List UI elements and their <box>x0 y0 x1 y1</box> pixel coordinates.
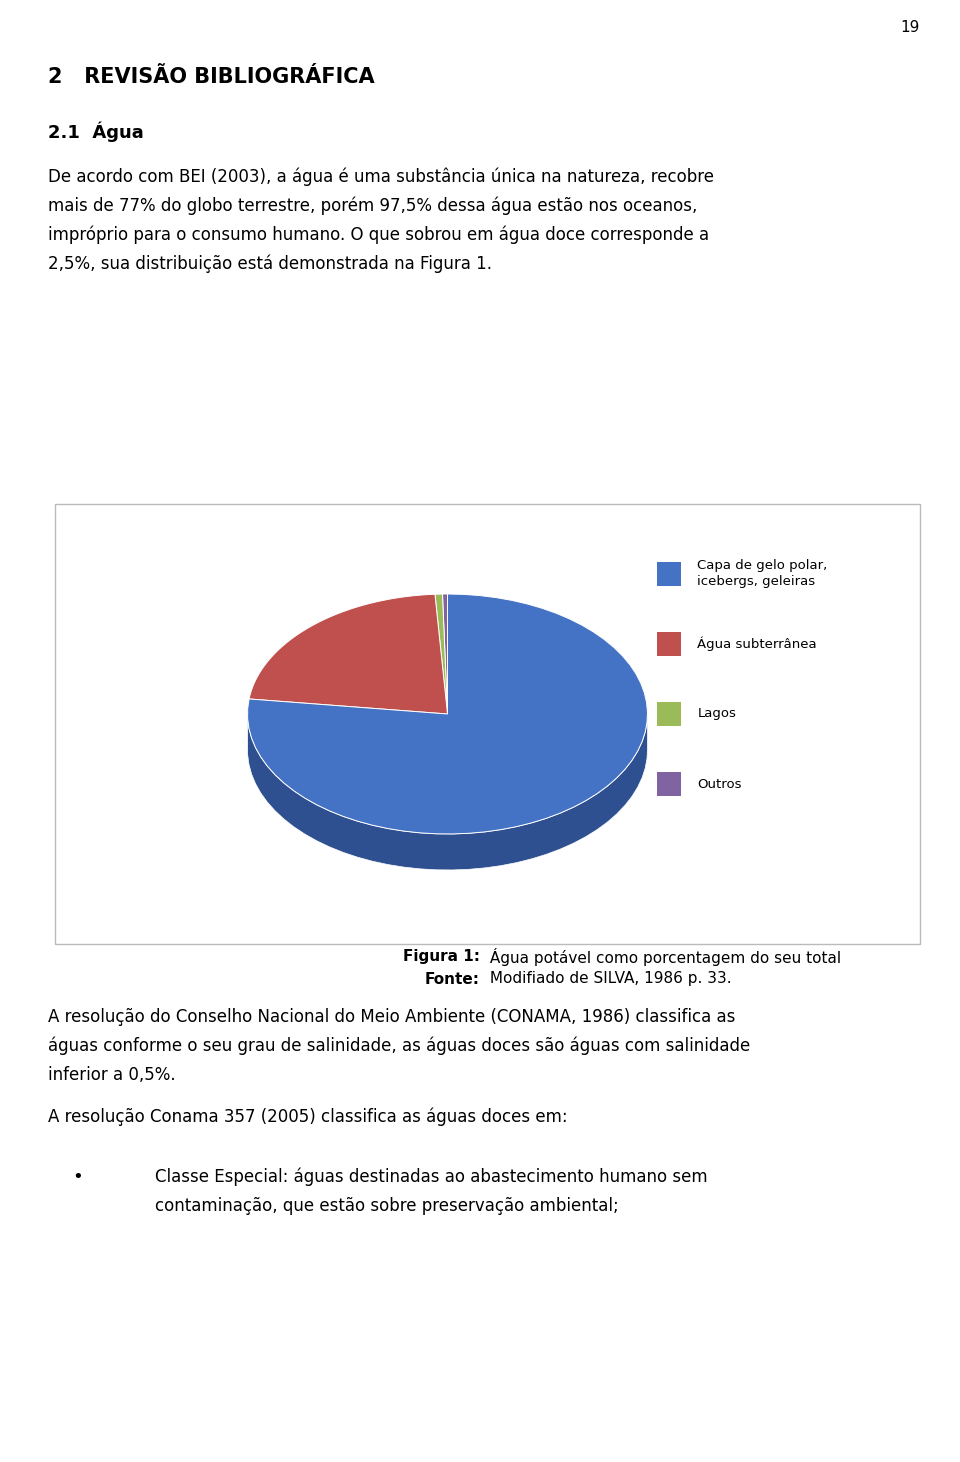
FancyBboxPatch shape <box>55 504 920 944</box>
Text: inferior a 0,5%.: inferior a 0,5%. <box>48 1066 176 1083</box>
Text: Lagos: Lagos <box>698 708 736 721</box>
Bar <box>658 772 682 795</box>
Text: Água subterrânea: Água subterrânea <box>698 637 817 651</box>
Text: Água potável como porcentagem do seu total: Água potável como porcentagem do seu tot… <box>485 947 841 966</box>
Text: •: • <box>72 1168 83 1186</box>
Text: 2.1  Água: 2.1 Água <box>48 121 144 142</box>
Text: A resolução do Conselho Nacional do Meio Ambiente (CONAMA, 1986) classifica as: A resolução do Conselho Nacional do Meio… <box>48 1007 735 1026</box>
Bar <box>658 702 682 727</box>
Text: Figura 1:: Figura 1: <box>403 949 480 965</box>
Polygon shape <box>249 594 447 713</box>
Text: 2,5%, sua distribuição está demonstrada na Figura 1.: 2,5%, sua distribuição está demonstrada … <box>48 254 492 273</box>
Polygon shape <box>435 594 447 713</box>
Text: impróprio para o consumo humano. O que sobrou em água doce corresponde a: impróprio para o consumo humano. O que s… <box>48 225 709 244</box>
Bar <box>658 561 682 586</box>
Text: 2   REVISÃO BIBLIOGRÁFICA: 2 REVISÃO BIBLIOGRÁFICA <box>48 67 374 88</box>
Text: Modifiado de SILVA, 1986 p. 33.: Modifiado de SILVA, 1986 p. 33. <box>485 972 732 987</box>
Text: contaminação, que estão sobre preservação ambiental;: contaminação, que estão sobre preservaçã… <box>155 1197 619 1215</box>
Text: 19: 19 <box>900 19 920 35</box>
Polygon shape <box>248 594 647 833</box>
Text: A resolução Conama 357 (2005) classifica as águas doces em:: A resolução Conama 357 (2005) classifica… <box>48 1108 567 1126</box>
Text: Capa de gelo polar,
icebergs, geleiras: Capa de gelo polar, icebergs, geleiras <box>698 560 828 589</box>
Text: águas conforme o seu grau de salinidade, as águas doces são águas com salinidade: águas conforme o seu grau de salinidade,… <box>48 1037 751 1056</box>
Text: De acordo com BEI (2003), a água é uma substância única na natureza, recobre: De acordo com BEI (2003), a água é uma s… <box>48 168 714 186</box>
Text: mais de 77% do globo terrestre, porém 97,5% dessa água estão nos oceanos,: mais de 77% do globo terrestre, porém 97… <box>48 197 697 215</box>
Text: Fonte:: Fonte: <box>425 972 480 987</box>
Text: Outros: Outros <box>698 778 742 791</box>
Polygon shape <box>248 712 647 870</box>
Text: Classe Especial: águas destinadas ao abastecimento humano sem: Classe Especial: águas destinadas ao aba… <box>155 1168 708 1186</box>
Polygon shape <box>443 594 447 713</box>
Bar <box>658 632 682 656</box>
